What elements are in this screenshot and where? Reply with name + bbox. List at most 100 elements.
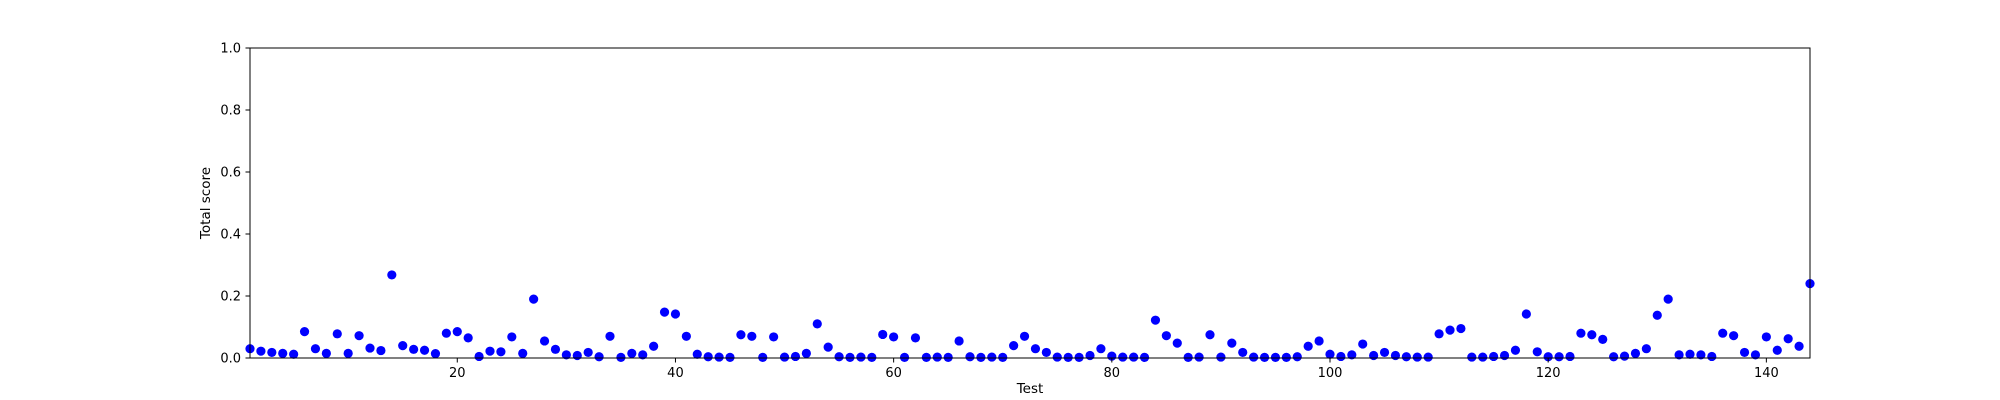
data-point (289, 349, 299, 359)
data-point (1139, 352, 1150, 362)
x-tick-label: 20 (449, 366, 466, 381)
data-point (365, 343, 375, 353)
data-point (856, 352, 866, 362)
data-point (1030, 344, 1041, 354)
data-point (714, 352, 724, 362)
data-point (1587, 330, 1597, 340)
data-point (987, 352, 997, 362)
data-point (867, 352, 877, 362)
data-point (583, 347, 593, 358)
data-point (965, 352, 975, 362)
data-point (441, 328, 451, 338)
data-point (1074, 352, 1084, 362)
data-point (616, 352, 626, 362)
data-point (823, 342, 833, 352)
data-point (747, 331, 757, 341)
data-point (889, 332, 899, 342)
data-point (354, 331, 364, 341)
data-point (1467, 352, 1477, 362)
data-point (550, 344, 561, 354)
data-point (1707, 351, 1717, 362)
y-tick-label: 0.6 (220, 166, 241, 181)
data-point (834, 352, 844, 362)
data-point (572, 350, 582, 361)
data-point (1510, 345, 1521, 355)
data-point (474, 351, 484, 362)
data-point (452, 327, 462, 337)
y-tick-label: 0.8 (220, 104, 241, 119)
data-point (649, 341, 659, 351)
data-point (1249, 352, 1259, 362)
data-point (790, 351, 801, 362)
data-point (1696, 350, 1706, 360)
data-point (1423, 352, 1433, 362)
x-axis-ticks: 20 40 60 80 100 120 140 (449, 358, 1779, 381)
data-point (1369, 350, 1379, 361)
x-tick-label: 40 (667, 366, 684, 381)
data-point (1630, 348, 1641, 358)
data-point (681, 331, 691, 341)
data-point (1227, 338, 1237, 348)
data-point (921, 352, 931, 362)
y-tick-label: 0.2 (220, 290, 241, 305)
data-point (1663, 294, 1673, 304)
data-point (878, 329, 888, 340)
data-point (1041, 347, 1051, 358)
data-point (605, 331, 615, 341)
data-point (256, 346, 266, 356)
data-point (1489, 351, 1499, 362)
y-tick-label: 1.0 (220, 42, 241, 57)
data-point (1598, 334, 1608, 344)
data-point (1216, 352, 1226, 362)
data-point (954, 336, 964, 346)
data-point (1314, 336, 1324, 346)
data-point (1609, 352, 1619, 362)
data-point (1783, 334, 1793, 344)
data-point (736, 330, 746, 340)
data-point (1009, 341, 1019, 351)
data-point (1641, 344, 1651, 354)
data-point (1445, 325, 1455, 335)
data-point (1674, 350, 1684, 360)
data-point (1292, 352, 1302, 362)
data-point (998, 352, 1008, 362)
data-point (769, 332, 779, 342)
data-point (1238, 347, 1248, 358)
data-point (1532, 347, 1542, 357)
x-tick-label: 120 (1536, 366, 1561, 381)
data-point (1019, 331, 1030, 341)
x-axis-label: Test (1016, 381, 1044, 397)
y-axis-ticks: 0.0 0.2 0.4 0.6 0.8 1.0 (220, 42, 250, 367)
x-tick-label: 140 (1754, 366, 1779, 381)
data-point (1576, 328, 1586, 338)
data-point (943, 352, 953, 362)
data-point (1750, 350, 1761, 360)
data-point (1129, 352, 1139, 362)
data-point (518, 348, 528, 358)
data-point (1478, 352, 1488, 362)
x-tick-label: 80 (1104, 366, 1121, 381)
data-point (1543, 352, 1553, 362)
data-point (496, 347, 506, 357)
data-point (1052, 352, 1062, 362)
data-point (899, 352, 910, 362)
data-point (1325, 349, 1335, 359)
data-points (245, 270, 1815, 362)
data-point (1565, 351, 1575, 362)
data-point (1390, 350, 1401, 361)
data-point (1270, 352, 1281, 362)
data-point (1183, 352, 1193, 362)
data-point (267, 347, 277, 358)
x-tick-label: 100 (1318, 366, 1343, 381)
data-point (1772, 345, 1782, 355)
data-point (703, 352, 713, 362)
data-point (1685, 349, 1695, 359)
data-point (758, 352, 768, 362)
data-point (321, 348, 331, 358)
data-point (779, 352, 790, 362)
data-point (1161, 331, 1171, 341)
data-point (1554, 352, 1564, 362)
data-point (1096, 344, 1106, 354)
